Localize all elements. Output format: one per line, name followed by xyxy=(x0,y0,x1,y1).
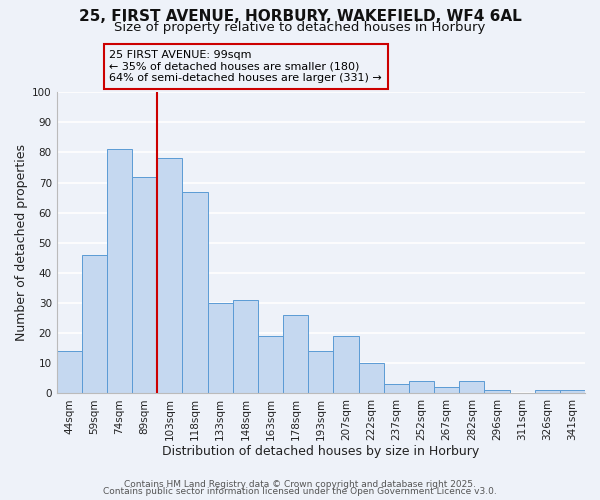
Text: Contains HM Land Registry data © Crown copyright and database right 2025.: Contains HM Land Registry data © Crown c… xyxy=(124,480,476,489)
Y-axis label: Number of detached properties: Number of detached properties xyxy=(15,144,28,342)
X-axis label: Distribution of detached houses by size in Horbury: Distribution of detached houses by size … xyxy=(162,444,479,458)
Bar xyxy=(484,390,509,394)
Bar xyxy=(308,351,334,394)
Bar xyxy=(409,382,434,394)
Bar xyxy=(157,158,182,394)
Bar xyxy=(334,336,359,394)
Bar xyxy=(258,336,283,394)
Bar xyxy=(132,176,157,394)
Bar xyxy=(82,255,107,394)
Text: Size of property relative to detached houses in Horbury: Size of property relative to detached ho… xyxy=(115,22,485,35)
Bar xyxy=(535,390,560,394)
Bar xyxy=(208,303,233,394)
Text: Contains public sector information licensed under the Open Government Licence v3: Contains public sector information licen… xyxy=(103,487,497,496)
Bar xyxy=(56,351,82,394)
Bar xyxy=(182,192,208,394)
Bar xyxy=(233,300,258,394)
Bar xyxy=(359,363,384,394)
Bar xyxy=(384,384,409,394)
Text: 25 FIRST AVENUE: 99sqm
← 35% of detached houses are smaller (180)
64% of semi-de: 25 FIRST AVENUE: 99sqm ← 35% of detached… xyxy=(109,50,382,83)
Bar xyxy=(560,390,585,394)
Bar xyxy=(283,315,308,394)
Bar xyxy=(107,150,132,394)
Bar xyxy=(459,382,484,394)
Text: 25, FIRST AVENUE, HORBURY, WAKEFIELD, WF4 6AL: 25, FIRST AVENUE, HORBURY, WAKEFIELD, WF… xyxy=(79,9,521,24)
Bar xyxy=(434,388,459,394)
